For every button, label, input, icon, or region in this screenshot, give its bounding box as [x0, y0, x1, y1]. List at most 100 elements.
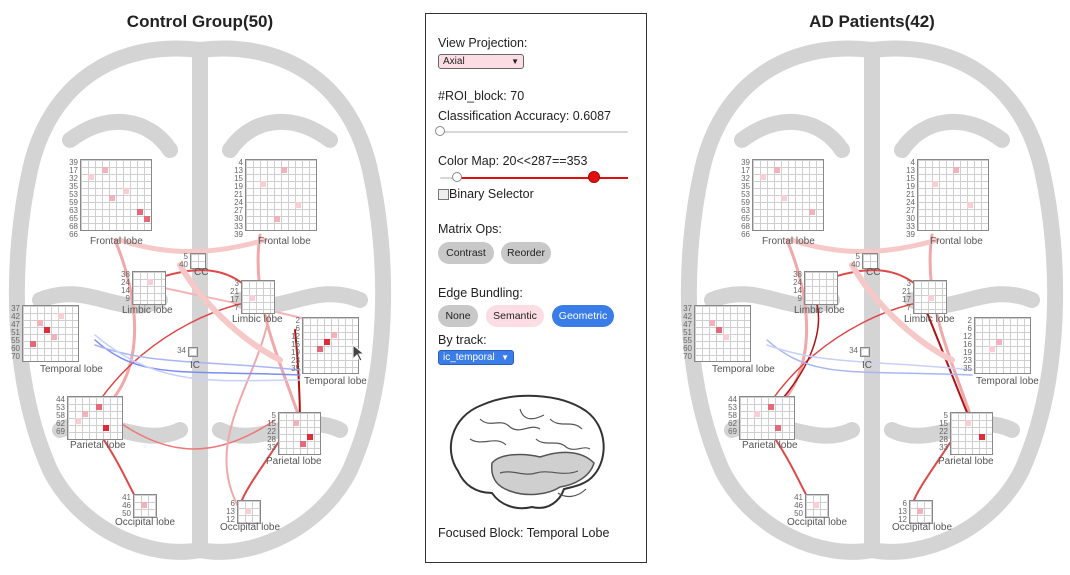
temporal-lobe-ids-left: 37 42 47 51 55 60 70: [683, 304, 692, 361]
frontal-lobe-ids-left: 39 17 32 35 53 59 63 65 68 66: [741, 158, 750, 239]
occipital-lobe-ids-left: 41 46 50: [122, 493, 131, 518]
parietal-lobe-matrix-left[interactable]: [67, 396, 123, 440]
occipital-lobe-matrix-left[interactable]: [805, 494, 829, 518]
frontal-lobe-ids-right: 4 13 15 19 21 24 27 30 33 39: [906, 158, 915, 239]
accuracy-slider-track[interactable]: [440, 131, 628, 133]
occipital-lobe-ids-left: 41 46 50: [794, 493, 803, 518]
occipital-lobe-matrix-left[interactable]: [133, 494, 157, 518]
parietal-lobe-ids-left: 44 53 58 62 69: [728, 395, 737, 436]
parietal-lobe-label: Parietal lobe: [70, 440, 126, 451]
cc-matrix[interactable]: [190, 253, 206, 269]
contrast-button[interactable]: Contrast: [438, 242, 494, 264]
ad-patients-title: AD Patients(42): [809, 12, 935, 31]
limbic-lobe-label: Limbic lobe: [122, 305, 173, 316]
frontal-lobe-matrix-right[interactable]: [917, 159, 989, 231]
binary-selector-label: Binary Selector: [449, 187, 534, 201]
ic-ids: 34: [177, 346, 186, 355]
limbic-lobe-label: Limbic lobe: [794, 305, 845, 316]
occipital-lobe-matrix-right[interactable]: [237, 500, 261, 524]
binary-selector-checkbox[interactable]: [438, 189, 449, 200]
view-projection-select[interactable]: Axial ▼: [438, 54, 524, 69]
occipital-lobe-matrix-right[interactable]: [909, 500, 933, 524]
control-group-title: Control Group(50): [126, 12, 274, 31]
dropdown-arrow-icon: ▼: [511, 57, 519, 66]
frontal-lobe-matrix-left[interactable]: [80, 159, 152, 231]
limbic-lobe-label: Limbic lobe: [904, 314, 955, 325]
limbic-lobe-matrix-right[interactable]: [913, 280, 947, 314]
ic-label: IC: [862, 360, 872, 371]
frontal-lobe-label: Frontal lobe: [762, 236, 815, 247]
view-projection-value: Axial: [443, 56, 465, 67]
parietal-lobe-matrix-right[interactable]: [950, 412, 993, 455]
occipital-lobe-label: Occipital lobe: [115, 517, 176, 528]
ic-matrix[interactable]: [188, 347, 198, 357]
frontal-lobe-label: Frontal lobe: [258, 236, 311, 247]
limbic-lobe-matrix-left[interactable]: [804, 271, 838, 305]
frontal-lobe-matrix-left[interactable]: [752, 159, 824, 231]
limbic-lobe-label: Limbic lobe: [232, 314, 283, 325]
color-map-slider-range: [456, 177, 628, 179]
by-track-label: By track:: [438, 333, 487, 347]
limbic-lobe-matrix-right[interactable]: [241, 280, 275, 314]
by-track-select[interactable]: ic_temporal ▼: [438, 350, 514, 365]
semantic-bundling-button[interactable]: Semantic: [486, 305, 544, 327]
limbic-lobe-matrix-left[interactable]: [132, 271, 166, 305]
parietal-lobe-matrix-left[interactable]: [739, 396, 795, 440]
parietal-lobe-ids-left: 44 53 58 62 69: [56, 395, 65, 436]
frontal-lobe-ids-right: 4 13 15 19 21 24 27 30 33 39: [234, 158, 243, 239]
geometric-bundling-button[interactable]: Geometric: [552, 305, 614, 327]
temporal-lobe-matrix-left[interactable]: [694, 305, 751, 362]
by-track-value: ic_temporal: [443, 352, 495, 363]
accuracy-slider-knob[interactable]: [435, 126, 445, 136]
mouse-cursor-icon: [352, 344, 366, 362]
limbic-lobe-ids-right: 3 21 17 7: [902, 279, 911, 312]
temporal-lobe-ids-left: 37 42 47 51 55 60 70: [11, 304, 20, 361]
occipital-lobe-ids-right: 6 13 12: [898, 499, 907, 524]
ad-patients-view: AD Patients(42): [672, 0, 1070, 575]
temporal-lobe-matrix-right[interactable]: [302, 317, 359, 374]
control-group-view: Control Group(50): [0, 0, 400, 575]
ic-matrix[interactable]: [860, 347, 870, 357]
color-map-high-knob[interactable]: [588, 171, 601, 183]
matrix-ops-label: Matrix Ops:: [438, 222, 502, 236]
cc-label: CC: [866, 267, 881, 278]
parietal-lobe-label: Parietal lobe: [266, 456, 322, 467]
focused-block-text: Focused Block: Temporal Lobe: [438, 526, 610, 540]
parietal-lobe-label: Parietal lobe: [742, 440, 798, 451]
reorder-button[interactable]: Reorder: [501, 242, 551, 264]
limbic-lobe-ids-left: 38 24 14 9: [793, 270, 802, 303]
temporal-lobe-matrix-right[interactable]: [974, 317, 1031, 374]
occipital-lobe-label: Occipital lobe: [892, 522, 953, 533]
roi-block-text: #ROI_block: 70: [438, 89, 525, 103]
occipital-lobe-ids-right: 6 13 12: [226, 499, 235, 524]
control-panel: View Projection: Axial ▼ #ROI_block: 70 …: [425, 13, 647, 563]
parietal-lobe-label: Parietal lobe: [938, 456, 994, 467]
temporal-lobe-label: Temporal lobe: [976, 376, 1039, 387]
ic-label: IC: [190, 360, 200, 371]
occipital-lobe-label: Occipital lobe: [220, 522, 281, 533]
classification-accuracy-text: Classification Accuracy: 0.6087: [438, 109, 612, 123]
color-map-low-knob[interactable]: [451, 172, 462, 182]
ic-ids: 34: [849, 346, 858, 355]
dropdown-arrow-icon: ▼: [501, 353, 509, 362]
parietal-lobe-matrix-right[interactable]: [278, 412, 321, 455]
frontal-lobe-label: Frontal lobe: [90, 236, 143, 247]
temporal-lobe-label: Temporal lobe: [40, 364, 103, 375]
frontal-lobe-matrix-right[interactable]: [245, 159, 317, 231]
temporal-lobe-matrix-left[interactable]: [22, 305, 79, 362]
brain-lateral-icon: [449, 394, 605, 510]
color-map-label: Color Map: 20<<287==353: [438, 154, 588, 168]
occipital-lobe-label: Occipital lobe: [787, 517, 848, 528]
control-brain-outline: [8, 40, 392, 560]
temporal-lobe-label: Temporal lobe: [712, 364, 775, 375]
parietal-lobe-ids-right: 5 15 22 28 33: [267, 411, 276, 452]
none-bundling-button[interactable]: None: [438, 305, 478, 327]
cc-matrix[interactable]: [862, 253, 878, 269]
limbic-lobe-ids-right: 3 21 17 7: [230, 279, 239, 312]
frontal-lobe-label: Frontal lobe: [930, 236, 983, 247]
ad-brain-outline: [680, 40, 1064, 560]
cc-ids: 5 40: [851, 252, 860, 269]
cc-ids: 5 40: [179, 252, 188, 269]
